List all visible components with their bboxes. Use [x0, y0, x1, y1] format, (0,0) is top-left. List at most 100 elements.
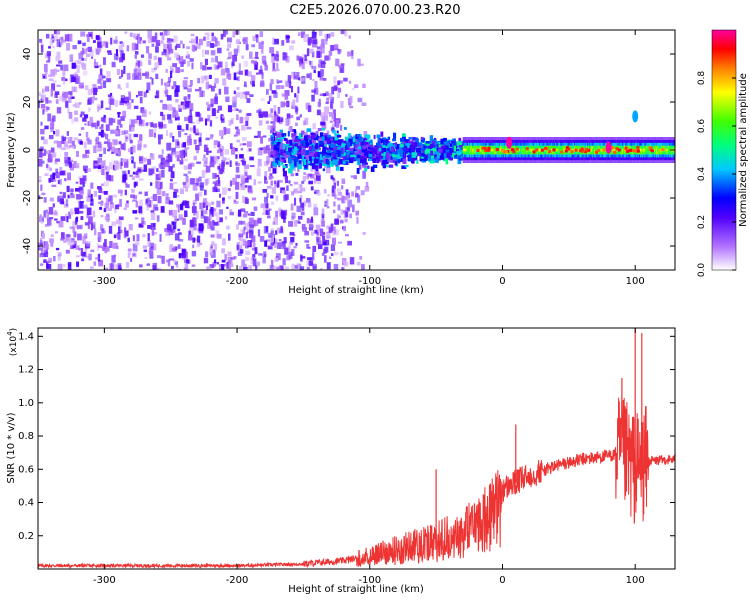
spectrogram-cell — [303, 200, 307, 207]
spectrogram-cell — [173, 81, 177, 86]
spectrogram-cell — [303, 172, 307, 175]
spectrogram-cell — [71, 118, 74, 124]
spectrogram-cell — [120, 158, 124, 166]
spectrogram-cell — [180, 188, 184, 194]
spectrogram-cell — [328, 54, 331, 61]
spectrogram-cell — [532, 160, 535, 163]
spectrogram-cell — [206, 178, 210, 185]
spectrogram-cell — [283, 194, 288, 202]
spectrogram-cell — [40, 128, 45, 135]
spectrogram-cell — [84, 168, 88, 173]
spectrogram-cell — [157, 57, 162, 66]
spectrogram-cell — [333, 150, 337, 153]
spectrogram-cell — [40, 121, 43, 126]
spectrogram-cell — [443, 145, 449, 151]
spectrogram-cell — [300, 211, 305, 216]
spectrogram-cell — [495, 139, 497, 143]
spectrogram-cell — [164, 43, 168, 51]
spectrogram-cell — [62, 192, 66, 199]
spectrogram-cell — [62, 70, 66, 77]
spectrogram-cell — [511, 145, 513, 149]
spectrogram-cell — [56, 64, 61, 67]
spectrogram-cell — [489, 154, 491, 158]
spectrogram-cell — [229, 209, 233, 214]
spectrogram-cell — [52, 173, 58, 176]
spectrogram-cell — [207, 114, 211, 122]
spectrogram-cell — [593, 160, 595, 163]
spectrogram-cell — [576, 139, 578, 143]
spectrogram-cell — [269, 47, 275, 54]
spectrogram-cell — [273, 180, 278, 185]
spectrogram-cell — [189, 58, 194, 62]
spectrogram-cell — [329, 160, 334, 167]
spectrogram-cell — [286, 185, 289, 191]
spectrogram-cell — [219, 130, 224, 136]
spectrogram-cell — [109, 263, 113, 270]
spectrogram-cell — [87, 139, 92, 145]
spectrogram-cell — [548, 157, 551, 161]
spectrogram-cell — [473, 137, 475, 140]
spectrogram-cell — [539, 154, 541, 158]
spectrogram-cell — [521, 145, 523, 149]
spectrogram-cell — [89, 33, 92, 37]
spectrogram-cell — [338, 215, 341, 218]
spectrogram-cell — [301, 256, 306, 259]
spectrogram-cell — [124, 227, 127, 232]
spectrogram-cell — [493, 137, 495, 140]
spectrogram-cell — [288, 221, 293, 227]
spectrogram-cell — [544, 151, 546, 155]
spectrogram-cell — [585, 145, 588, 149]
spectrogram-cell — [453, 154, 458, 157]
spectrogram-cell — [56, 39, 60, 47]
spectrogram-cell — [43, 149, 47, 156]
spectrogram-cell — [508, 154, 510, 158]
spectrogram-cell — [573, 145, 575, 149]
spectrogram-cell — [147, 233, 150, 241]
spectrogram-cell — [209, 161, 215, 168]
spectrogram-cell — [537, 151, 539, 155]
spectrogram-cell — [171, 85, 175, 90]
spectrogram-cell — [245, 120, 249, 127]
spectrogram-cell — [241, 259, 246, 267]
spectrogram-cell — [470, 148, 472, 152]
spectrogram-cell — [308, 152, 314, 157]
spectrogram-cell — [160, 40, 164, 44]
spectrogram-cell — [182, 217, 186, 225]
spectrogram-cell — [197, 77, 200, 84]
spectrogram-cell — [338, 80, 343, 84]
spectrogram-cell — [535, 139, 538, 143]
spectrogram-cell — [512, 160, 514, 163]
spectrogram-cell — [284, 266, 290, 270]
spectrogram-cell — [561, 157, 563, 161]
spectrogram-cell — [557, 148, 559, 152]
spectrogram-cell — [178, 253, 184, 259]
spectrogram-cell — [252, 57, 256, 60]
spectrogram-cell — [473, 151, 475, 155]
spectrogram-cell — [86, 196, 91, 202]
spectrogram-cell — [221, 187, 227, 195]
spectrogram-cell — [548, 145, 551, 149]
spectrogram-cell — [409, 144, 415, 151]
spectrogram-cell — [483, 151, 486, 155]
spectrogram-cell — [497, 151, 500, 155]
spectrogram-cell — [156, 168, 159, 172]
spectrogram-cell — [572, 154, 574, 158]
spectrogram-cell — [227, 105, 233, 113]
spectrogram-cell — [368, 153, 373, 157]
spectrogram-cell — [230, 257, 235, 260]
spectrogram-cell — [563, 142, 565, 146]
spectrogram-cell — [544, 157, 546, 161]
spectrogram-cell — [506, 160, 508, 163]
spectrogram-cell — [495, 145, 497, 149]
spectrogram-cell — [67, 91, 70, 95]
spectrogram-cell — [195, 132, 200, 136]
spectrogram-cell — [205, 118, 208, 126]
spectrogram-cell — [94, 97, 98, 101]
spectrogram-cell — [496, 142, 498, 146]
spectrogram-cell — [118, 45, 123, 53]
spectrogram-cell — [310, 132, 314, 135]
spectrogram-cell — [599, 145, 601, 149]
spectrogram-cell — [229, 180, 233, 187]
spectrogram-cell — [441, 153, 444, 158]
spectrogram-cell — [543, 137, 545, 140]
